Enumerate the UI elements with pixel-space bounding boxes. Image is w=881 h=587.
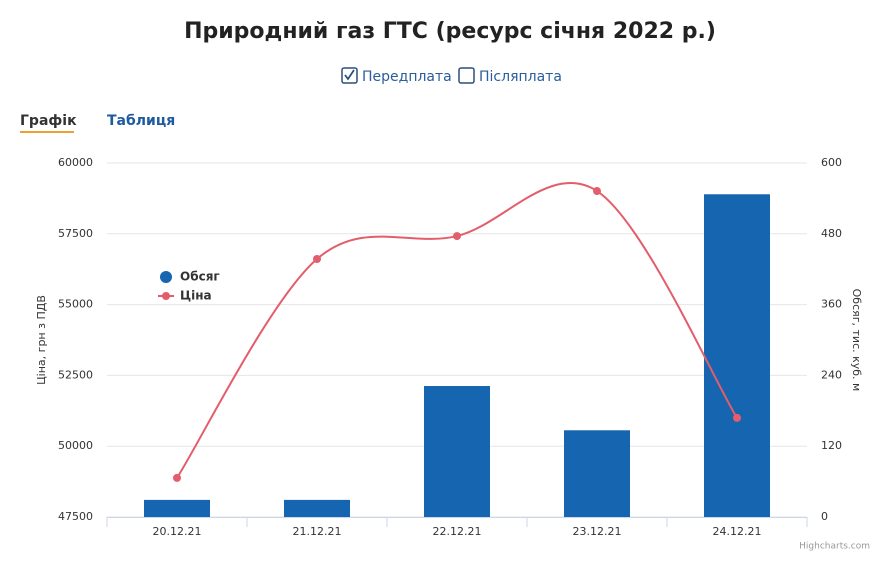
y2-tick-label: 360 [821, 298, 842, 311]
legend-symbol [162, 292, 170, 300]
check-mark [344, 69, 355, 81]
y2-axis-label: Обсяг, тис. куб. м [850, 289, 863, 392]
y-tick-label: 50000 [58, 439, 93, 452]
x-tick-label: 23.12.21 [573, 525, 622, 538]
y2-tick-label: 0 [821, 510, 828, 523]
point [593, 187, 601, 196]
tab[interactable]: Таблиця [107, 113, 175, 129]
point [313, 255, 321, 264]
legend-label[interactable]: Ціна [180, 289, 212, 303]
bar [284, 499, 350, 517]
y-axis-label: Ціна, грн з ПДВ [35, 295, 48, 385]
bar [704, 194, 770, 517]
checkbox-option[interactable]: Передплата [341, 67, 452, 85]
y2-tick-label: 120 [821, 439, 842, 452]
y-tick-label: 60000 [58, 156, 93, 169]
y-tick-label: 57500 [58, 227, 93, 240]
bar [424, 386, 490, 517]
tab-underline [20, 131, 74, 133]
legend-symbol [160, 271, 172, 283]
checkbox-label[interactable]: Передплата [362, 69, 452, 85]
credits[interactable]: Highcharts.com [799, 542, 870, 552]
y-tick-label: 55000 [58, 298, 93, 311]
checkbox-label[interactable]: Післяплата [479, 69, 562, 85]
bar [564, 430, 630, 517]
y-tick-label: 52500 [58, 368, 93, 381]
checkbox[interactable] [458, 67, 475, 84]
tab-active[interactable]: Графік [20, 113, 77, 129]
checkbox-option[interactable]: Післяплата [458, 67, 562, 85]
bar [144, 499, 210, 517]
y2-tick-label: 480 [821, 227, 842, 240]
point [173, 473, 181, 482]
x-tick-label: 20.12.21 [153, 525, 202, 538]
y2-tick-label: 240 [821, 368, 842, 381]
legend-label[interactable]: Обсяг [180, 270, 220, 284]
chart-title: Природний газ ГТС (ресурс січня 2022 р.) [184, 19, 716, 44]
x-tick-label: 24.12.21 [713, 525, 762, 538]
point [453, 232, 461, 241]
x-tick-label: 22.12.21 [433, 525, 482, 538]
x-tick-label: 21.12.21 [293, 525, 342, 538]
point [733, 413, 741, 422]
y2-tick-label: 600 [821, 156, 842, 169]
y-tick-label: 47500 [58, 510, 93, 523]
